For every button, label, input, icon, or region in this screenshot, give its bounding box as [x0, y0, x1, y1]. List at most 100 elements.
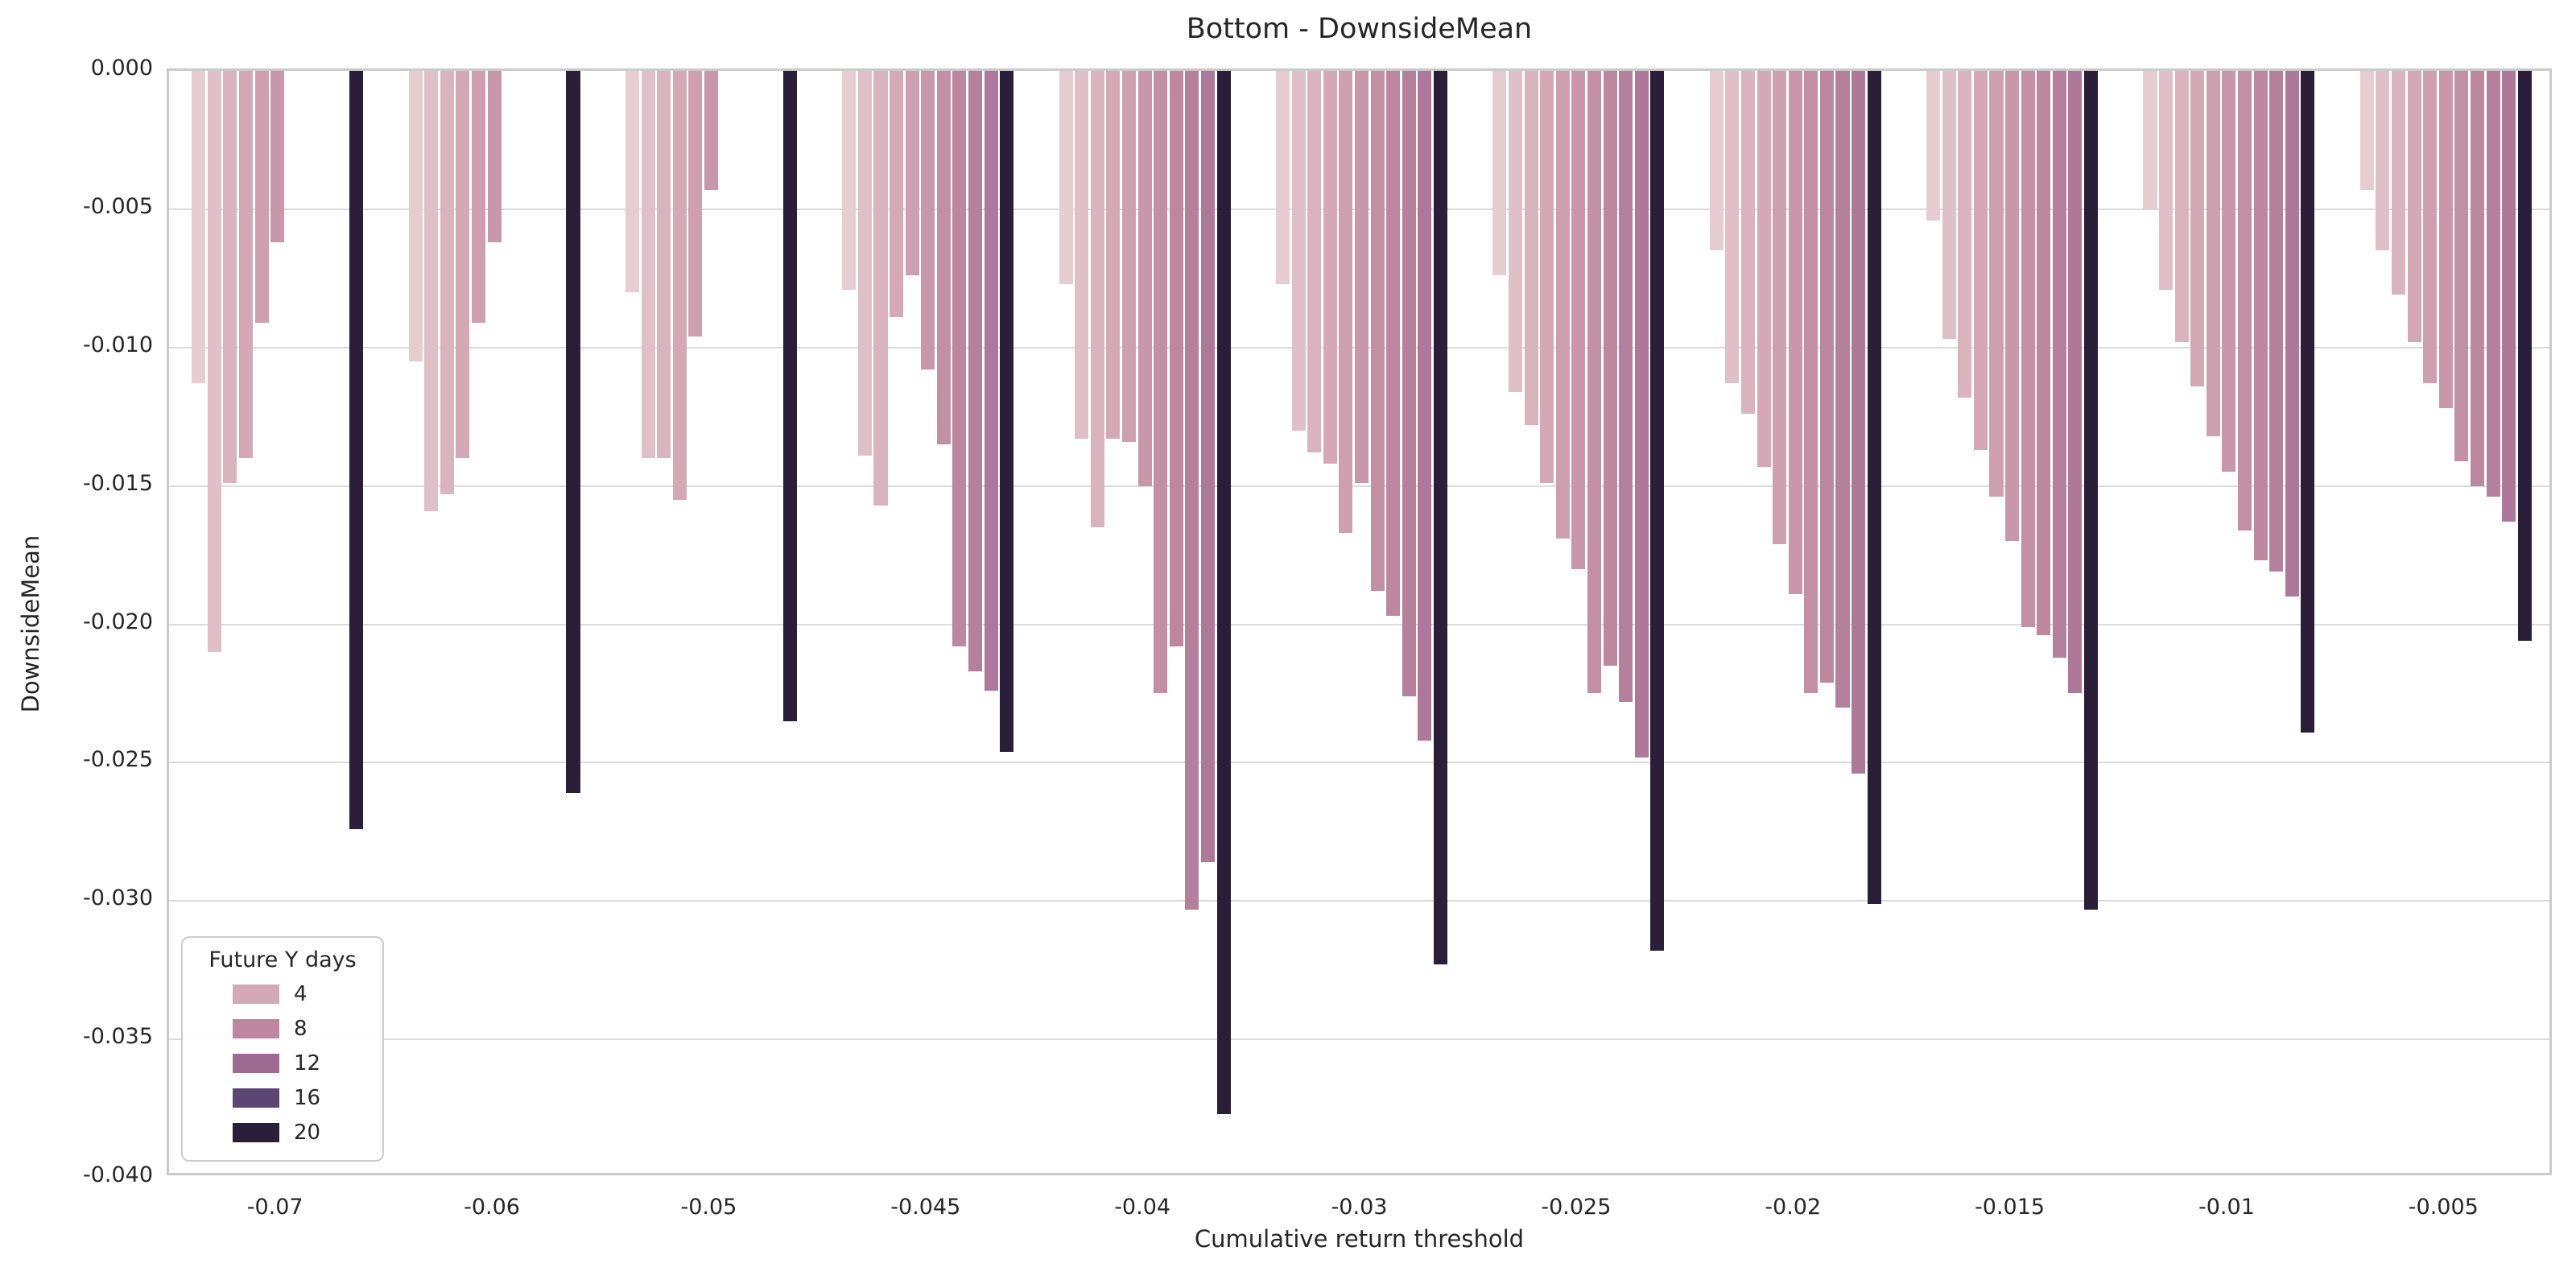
bar — [2253, 71, 2268, 561]
bar — [238, 71, 253, 459]
bar — [2005, 71, 2020, 542]
x-tick-label: -0.045 — [890, 1195, 961, 1220]
bar — [2222, 71, 2236, 473]
bar — [566, 71, 580, 794]
x-tick-label: -0.05 — [680, 1195, 737, 1220]
bar — [2190, 71, 2205, 386]
bar — [487, 71, 502, 243]
y-tick-label: -0.005 — [82, 193, 153, 219]
bar — [890, 71, 904, 317]
bar — [2037, 71, 2051, 636]
legend-item: 12 — [183, 1051, 382, 1075]
y-axis-label: DownsideMean — [17, 535, 44, 713]
bar — [408, 71, 423, 361]
gridline — [169, 485, 2549, 487]
gridline — [169, 623, 2549, 625]
x-tick-label: -0.03 — [1331, 1195, 1388, 1220]
bar — [456, 71, 470, 459]
x-tick-label: -0.005 — [2408, 1195, 2479, 1220]
bar — [2359, 71, 2374, 190]
bar — [657, 71, 671, 459]
bar — [1000, 71, 1014, 752]
bar — [2301, 71, 2315, 733]
bar — [1276, 71, 1290, 284]
legend-item: 20 — [183, 1121, 382, 1145]
legend-label: 12 — [294, 1051, 321, 1075]
legend-swatch — [233, 1088, 279, 1108]
bar — [2392, 71, 2406, 295]
x-tick-label: -0.04 — [1114, 1195, 1171, 1220]
bar — [1603, 71, 1617, 667]
bar — [2021, 71, 2035, 627]
bar — [936, 71, 951, 445]
bar — [1958, 71, 1972, 398]
bar — [1852, 71, 1866, 774]
x-tick-label: -0.07 — [246, 1195, 303, 1220]
bar — [1819, 71, 1834, 683]
legend-label: 4 — [294, 982, 308, 1006]
legend-item: 8 — [183, 1017, 382, 1041]
bar — [1773, 71, 1787, 544]
bar — [905, 71, 919, 276]
bar — [688, 71, 703, 336]
bar — [2206, 71, 2220, 436]
bar — [1169, 71, 1183, 646]
bar — [1867, 71, 1881, 904]
bar — [1386, 71, 1401, 617]
bar — [2285, 71, 2299, 597]
bar — [1323, 71, 1337, 464]
bar — [1418, 71, 1432, 741]
bar — [1291, 71, 1306, 431]
bar — [2423, 71, 2438, 384]
bar — [2470, 71, 2484, 486]
bar — [1725, 71, 1740, 384]
bar — [471, 71, 485, 323]
bar — [1402, 71, 1416, 696]
bar — [1216, 71, 1231, 1114]
bar — [2174, 71, 2189, 342]
y-tick-label: -0.025 — [82, 747, 153, 773]
bar — [2454, 71, 2469, 461]
bar — [1942, 71, 1956, 340]
bar — [1989, 71, 2004, 497]
bar — [1788, 71, 1802, 594]
bar — [207, 71, 221, 652]
bar — [1307, 71, 1322, 453]
bar — [1926, 71, 1941, 221]
y-tick-label: -0.015 — [82, 470, 153, 496]
bar — [672, 71, 687, 500]
legend-item: 16 — [183, 1086, 382, 1110]
bar — [2517, 71, 2532, 642]
bar — [857, 71, 872, 456]
bar — [2238, 71, 2252, 530]
legend-swatch — [233, 1123, 279, 1142]
bar — [2269, 71, 2284, 572]
y-tick-label: -0.030 — [82, 886, 153, 911]
bar — [1106, 71, 1121, 440]
bar — [1540, 71, 1554, 484]
bar — [2084, 71, 2099, 910]
y-tick-label: -0.010 — [82, 332, 153, 357]
legend-label: 8 — [294, 1017, 308, 1041]
bar — [1508, 71, 1522, 392]
x-tick-label: -0.01 — [2198, 1195, 2255, 1220]
y-tick-label: 0.000 — [90, 56, 153, 80]
bar — [2486, 71, 2500, 497]
bar — [1200, 71, 1215, 863]
bar — [1619, 71, 1633, 702]
bar — [440, 71, 454, 494]
bar — [641, 71, 655, 459]
legend-swatch — [233, 985, 279, 1004]
bar — [1709, 71, 1724, 251]
bar — [349, 71, 364, 829]
bar — [1555, 71, 1570, 539]
bar — [1492, 71, 1507, 276]
legend-title: Future Y days — [208, 947, 357, 972]
x-tick-label: -0.025 — [1541, 1195, 1612, 1220]
legend: Future Y days 4 8 12 16 20 — [181, 936, 384, 1162]
gridline — [169, 1038, 2549, 1041]
bar — [1433, 71, 1447, 965]
legend-label: 20 — [294, 1121, 321, 1145]
bar — [1370, 71, 1385, 592]
